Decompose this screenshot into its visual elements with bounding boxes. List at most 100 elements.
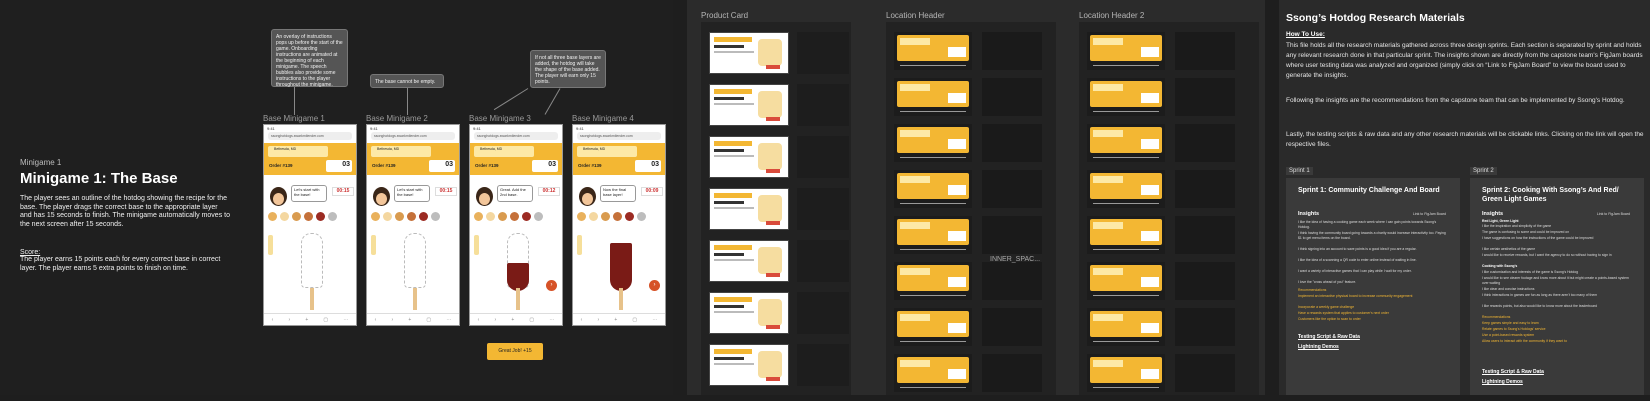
recommendation-item: Allow users to interact with the communi… xyxy=(1482,339,1567,343)
base-options[interactable] xyxy=(474,208,560,226)
next-arrow-button[interactable]: › xyxy=(546,280,557,291)
tabs-icon[interactable]: ▢ xyxy=(632,316,638,323)
tabs-icon[interactable]: ▢ xyxy=(426,316,432,323)
base-option[interactable] xyxy=(577,212,586,221)
forward-icon[interactable]: › xyxy=(597,316,600,323)
phone-screen-3[interactable]: 9:41 ssonghotdogs.swarkmilender.com Beth… xyxy=(469,124,563,326)
base-options[interactable] xyxy=(577,208,663,226)
base-option[interactable] xyxy=(613,212,622,221)
back-icon[interactable]: ‹ xyxy=(374,316,377,323)
phone-label: Base Minigame 3 xyxy=(469,114,531,123)
base-option[interactable] xyxy=(419,212,428,221)
base-option[interactable] xyxy=(328,212,337,221)
base-option[interactable] xyxy=(304,212,313,221)
location-pill[interactable]: Bethesda, MD xyxy=(577,146,637,157)
browser-nav[interactable]: ‹ › + ▢ ⋯ xyxy=(264,313,356,325)
phone-screen-1[interactable]: 9:41 ssonghotdogs.swarkmilender.com Beth… xyxy=(263,124,357,326)
base-option[interactable] xyxy=(268,212,277,221)
add-icon[interactable]: + xyxy=(511,316,515,323)
back-icon[interactable]: ‹ xyxy=(580,316,583,323)
phone-label: Base Minigame 2 xyxy=(366,114,428,123)
forward-icon[interactable]: › xyxy=(391,316,394,323)
how-to-use-heading: How To Use: xyxy=(1286,31,1325,38)
add-icon[interactable]: + xyxy=(305,316,309,323)
add-icon[interactable]: + xyxy=(614,316,618,323)
base-option[interactable] xyxy=(474,212,483,221)
more-icon[interactable]: ⋯ xyxy=(652,316,658,323)
base-option[interactable] xyxy=(371,212,380,221)
lightning-demos-link[interactable]: Lightning Demos xyxy=(1298,344,1339,350)
base-option[interactable] xyxy=(431,212,440,221)
more-icon[interactable]: ⋯ xyxy=(446,316,452,323)
location-header: Bethesda, MD Order #139 03 xyxy=(264,143,356,175)
minigame-frame[interactable]: Minigame 1 Minigame 1: The Base The play… xyxy=(0,0,673,395)
sticky-note-base-layers[interactable]: If not all three base layers are added, … xyxy=(530,50,606,88)
browser-nav[interactable]: ‹ › + ▢ ⋯ xyxy=(573,313,665,325)
url-bar[interactable]: ssonghotdogs.swarkmilender.com xyxy=(577,132,661,140)
url-bar[interactable]: ssonghotdogs.swarkmilender.com xyxy=(371,132,455,140)
url-bar[interactable]: ssonghotdogs.swarkmilender.com xyxy=(268,132,352,140)
base-option[interactable] xyxy=(486,212,495,221)
base-option[interactable] xyxy=(510,212,519,221)
base-option[interactable] xyxy=(522,212,531,221)
recommendation-item: Have a rewards system that applies to cu… xyxy=(1298,311,1389,315)
speech-bubble: Now the final base layer! xyxy=(600,185,636,202)
location-pill[interactable]: Bethesda, MD xyxy=(268,146,328,157)
sticky-note-base-empty[interactable]: The base cannot be empty. xyxy=(370,74,444,88)
components-frame[interactable]: Product Card Location Header Location He… xyxy=(687,0,1265,395)
hotdog-outline[interactable] xyxy=(404,233,426,288)
base-option[interactable] xyxy=(534,212,543,221)
url-bar[interactable]: ssonghotdogs.swarkmilender.com xyxy=(474,132,558,140)
base-option[interactable] xyxy=(280,212,289,221)
location-pill[interactable]: Bethesda, MD xyxy=(474,146,534,157)
testing-script-link[interactable]: Testing Script & Raw Data xyxy=(1482,369,1544,375)
base-option[interactable] xyxy=(395,212,404,221)
hotdog-base-layer[interactable] xyxy=(507,263,529,291)
status-time: 9:41 xyxy=(576,126,584,131)
testing-script-link[interactable]: Testing Script & Raw Data xyxy=(1298,334,1360,340)
forward-icon[interactable]: › xyxy=(494,316,497,323)
phone-screen-2[interactable]: 9:41 ssonghotdogs.swarkmilender.com Beth… xyxy=(366,124,460,326)
tabs-icon[interactable]: ▢ xyxy=(323,316,329,323)
insight-item: I would like to see clearer footage and … xyxy=(1482,276,1629,286)
insight-item: I like the idea of having a cooking game… xyxy=(1298,220,1437,230)
insight-item: I like customization and interests of th… xyxy=(1482,270,1579,274)
tabs-icon[interactable]: ▢ xyxy=(529,316,535,323)
sticky-note-instructions[interactable]: An overlay of instructions pops up befor… xyxy=(271,29,348,88)
back-icon[interactable]: ‹ xyxy=(477,316,480,323)
more-icon[interactable]: ⋯ xyxy=(343,316,349,323)
figjam-link[interactable]: Link to FigJam Board xyxy=(1412,212,1446,216)
sprint-2-card[interactable]: Sprint 2: Cooking With Ssong’s And Red/ … xyxy=(1470,178,1644,395)
location-pill[interactable]: Bethesda, MD xyxy=(371,146,431,157)
base-option[interactable] xyxy=(625,212,634,221)
base-options[interactable] xyxy=(371,208,457,226)
base-option[interactable] xyxy=(407,212,416,221)
great-job-toast[interactable]: Great Job! +15 xyxy=(487,343,543,360)
timer: 00:09 xyxy=(641,187,663,196)
research-frame[interactable]: Ssong’s Hotdog Research Materials How To… xyxy=(1279,0,1650,395)
browser-nav[interactable]: ‹ › + ▢ ⋯ xyxy=(470,313,562,325)
add-icon[interactable]: + xyxy=(408,316,412,323)
score-heading: Score: xyxy=(20,249,41,256)
back-icon[interactable]: ‹ xyxy=(271,316,274,323)
more-icon[interactable]: ⋯ xyxy=(549,316,555,323)
sprint-1-card[interactable]: Sprint 1: Community Challenge And Board … xyxy=(1286,178,1460,395)
figjam-link[interactable]: Link to FigJam Board xyxy=(1596,212,1630,216)
base-option[interactable] xyxy=(589,212,598,221)
base-option[interactable] xyxy=(383,212,392,221)
phone-screen-4[interactable]: 9:41 ssonghotdogs.swarkmilender.com Beth… xyxy=(572,124,666,326)
browser-nav[interactable]: ‹ › + ▢ ⋯ xyxy=(367,313,459,325)
base-option[interactable] xyxy=(637,212,646,221)
hotdog-outline[interactable] xyxy=(301,233,323,288)
next-arrow-button[interactable]: › xyxy=(649,280,660,291)
status-time: 9:41 xyxy=(473,126,481,131)
forward-icon[interactable]: › xyxy=(288,316,291,323)
base-option[interactable] xyxy=(498,212,507,221)
base-option[interactable] xyxy=(601,212,610,221)
lightning-demos-link[interactable]: Lightning Demos xyxy=(1482,379,1523,385)
base-options[interactable] xyxy=(268,208,354,226)
base-option[interactable] xyxy=(316,212,325,221)
hotdog-base-layer[interactable] xyxy=(610,243,632,291)
base-option[interactable] xyxy=(292,212,301,221)
phone-label: Base Minigame 4 xyxy=(572,114,634,123)
